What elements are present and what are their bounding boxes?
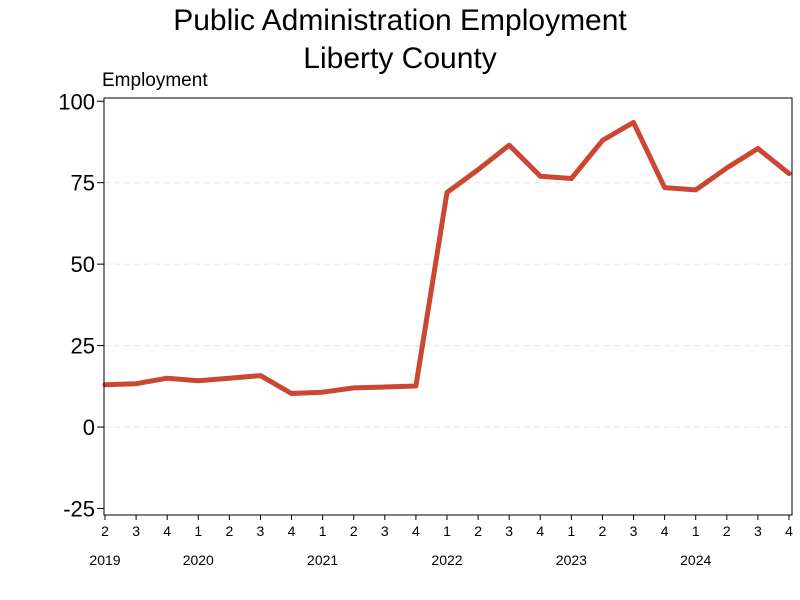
data-point [351,385,356,391]
x-tick-label: 1 [567,523,575,539]
y-tick-label: -25 [63,496,95,521]
data-point [102,382,108,387]
series-group [102,119,792,396]
y-tick-label: 75 [71,171,95,196]
data-point [786,171,792,176]
x-tick-label: 3 [630,523,638,539]
data-point [538,173,543,179]
plot-frame [103,97,793,516]
chart-title-line1: Public Administration Employment [173,4,627,37]
x-axis-ticks: 2 3 4 1 2 3 4 1 2 3 4 1 2 3 4 1 2 3 4 1 2 3 4 [101,515,793,539]
year-label: 2024 [680,552,711,568]
x-tick-label: 4 [785,523,793,539]
x-tick-label: 4 [661,523,669,539]
year-label: 2022 [431,552,462,568]
y-tick-label: 100 [58,89,95,114]
y-tick-label: 25 [71,334,95,359]
year-label: 2023 [556,552,587,568]
x-tick-label: 3 [257,523,265,539]
data-point [506,143,512,148]
data-point [258,373,263,378]
data-point [475,167,481,172]
y-axis-label: Employment [102,70,208,91]
x-tick-label: 1 [194,523,202,539]
x-tick-label: 3 [381,523,389,539]
y-axis-ticks: -25 0 25 50 75 100 [58,89,104,521]
x-tick-label: 2 [101,523,109,539]
y-tick-label: 0 [83,415,95,440]
data-point [320,389,325,395]
x-tick-label: 4 [412,523,420,539]
data-point [413,383,419,389]
x-tick-label: 3 [132,523,140,539]
data-point [693,187,698,193]
x-tick-label: 2 [723,523,731,539]
grid-lines [104,182,792,428]
x-tick-label: 2 [350,523,358,539]
x-tick-label: 2 [474,523,482,539]
data-point [631,120,636,125]
chart-title-line2: Liberty County [303,42,496,75]
x-tick-label: 4 [163,523,171,539]
x-tick-label: 4 [288,523,296,539]
data-point [600,138,605,143]
x-tick-label: 3 [754,523,762,539]
data-point [569,176,574,181]
data-point [133,381,139,386]
data-point [755,146,761,151]
data-point [724,165,730,171]
year-label: 2021 [307,552,338,568]
x-tick-label: 2 [599,523,607,539]
x-tick-label: 2 [225,523,233,539]
y-tick-label: 50 [71,252,95,277]
x-tick-label: 1 [692,523,700,539]
x-axis-year-labels: 2019 2020 2021 2022 2023 2024 [89,552,711,568]
x-tick-label: 3 [505,523,513,539]
year-label: 2020 [183,552,214,568]
data-point [382,384,388,390]
data-point [164,375,170,381]
x-tick-label: 4 [536,523,544,539]
data-point [289,391,294,396]
data-point [196,378,201,383]
x-tick-label: 1 [443,523,451,539]
series-line [102,119,792,396]
x-tick-label: 1 [319,523,327,539]
data-point [444,190,450,195]
year-label: 2019 [89,552,120,568]
data-point [227,375,232,381]
data-point [662,185,667,190]
